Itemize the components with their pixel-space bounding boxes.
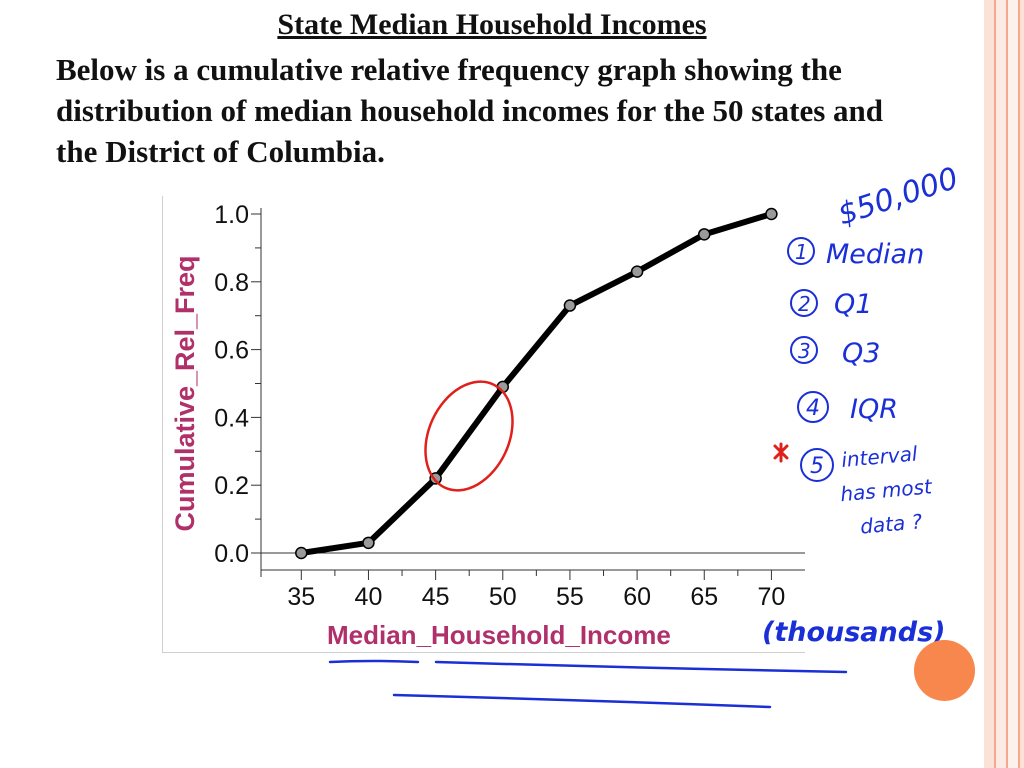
question-1-text: Median (826, 239, 924, 270)
data-point (765, 207, 778, 221)
y-tick-label: 0.2 (214, 472, 249, 500)
y-tick-label: 0.8 (214, 269, 249, 297)
slide-border-decoration (984, 0, 1024, 768)
chart-panel: 0.0 0.2 0.4 0.6 0.8 1.0 35 40 45 50 55 60 65 70 Cumu… (162, 196, 805, 653)
y-axis-label: Cumulative_Rel_Freq (170, 255, 200, 531)
data-point (295, 546, 308, 560)
x-axis: 35 40 45 50 55 60 65 70 (251, 552, 805, 611)
data-point (630, 265, 644, 278)
y-axis: 0.0 0.2 0.4 0.6 0.8 1.0 (214, 201, 262, 577)
data-point (362, 536, 375, 550)
question-3-text: Q3 (842, 338, 880, 369)
question-5-number: 5 (810, 454, 824, 479)
data-point (429, 472, 442, 485)
x-tick-label: 70 (758, 583, 786, 611)
x-tick-label: 35 (287, 583, 315, 611)
x-tick-label: 50 (489, 583, 517, 611)
y-tick-label: 1.0 (214, 201, 249, 229)
y-tick-label: 0.4 (214, 404, 249, 432)
data-point (698, 228, 711, 241)
x-tick-label: 40 (355, 583, 383, 611)
cumulative-frequency-chart: 0.0 0.2 0.4 0.6 0.8 1.0 35 40 45 50 55 60 65 70 Cumu… (170, 201, 805, 650)
underline-mark (392, 693, 772, 709)
question-5-text-line: has most (839, 474, 934, 506)
y-tick-label: 0.0 (214, 540, 249, 568)
underline-mark (328, 659, 420, 664)
question-4-text: IQR (850, 394, 898, 425)
x-axis-label: Median_Household_Income (327, 620, 671, 650)
series-path (298, 211, 775, 556)
x-tick-label: 45 (422, 583, 450, 611)
data-point (563, 299, 577, 312)
x-tick-label: 60 (623, 583, 651, 611)
question-4-number: 4 (806, 396, 820, 421)
question-5-text-line: data ? (859, 509, 923, 538)
orange-bullet-decoration (914, 640, 975, 701)
x-tick-label: 55 (556, 583, 584, 611)
y-tick-label: 0.6 (214, 337, 249, 365)
slide-body-text: Below is a cumulative relative frequency… (56, 52, 884, 169)
slide-title: State Median Household Incomes (277, 8, 707, 41)
question-2-text: Q1 (834, 289, 872, 320)
series-line (295, 207, 778, 560)
question-5-circle (800, 448, 834, 482)
x-tick-label: 65 (690, 583, 718, 611)
data-point (496, 380, 510, 394)
question-5-text: interval has most data ? (836, 440, 942, 540)
question-5-text-line: interval (840, 441, 918, 472)
underline-mark (434, 660, 848, 674)
